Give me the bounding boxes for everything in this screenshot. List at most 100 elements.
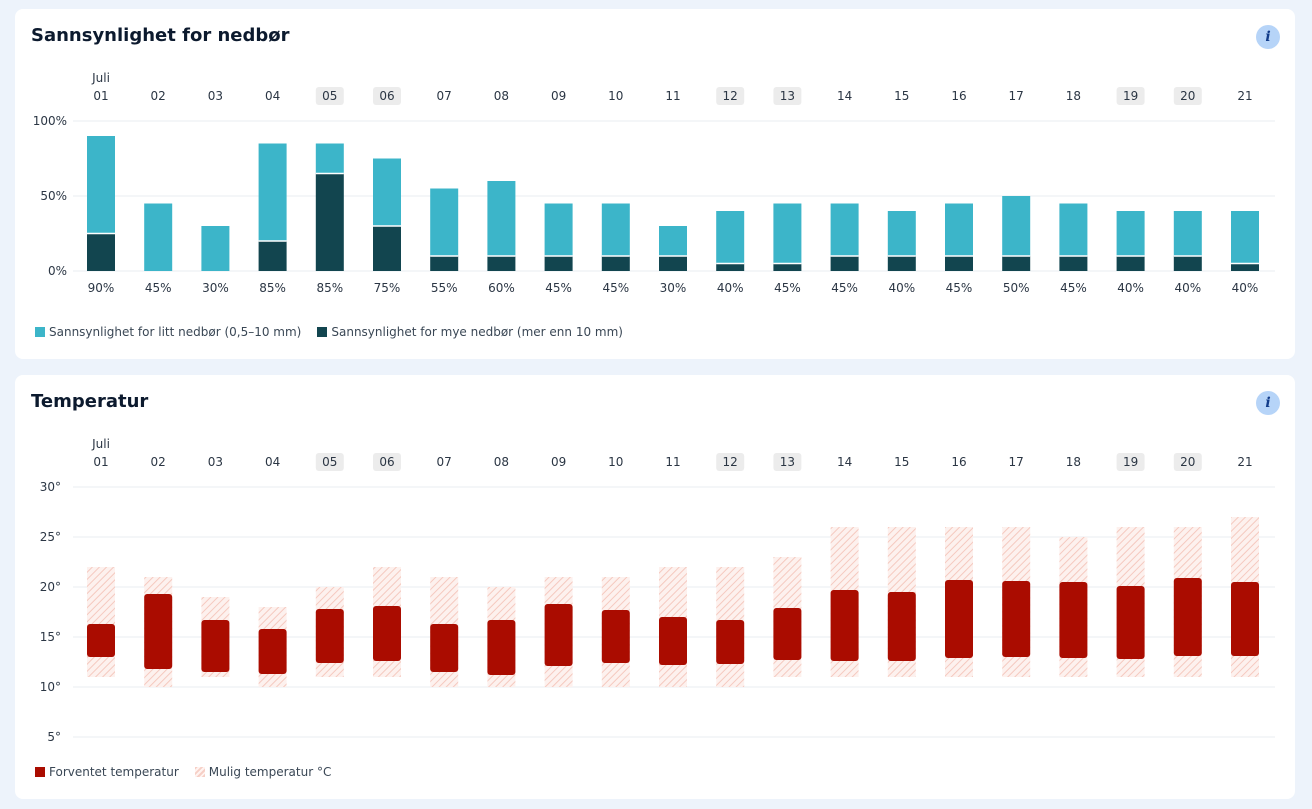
light-rain-bar — [887, 211, 916, 256]
expected-temp-bar — [87, 624, 115, 657]
precipitation-title: Sannsynlighet for nedbør — [31, 25, 290, 46]
day-label: 03 — [208, 89, 223, 103]
day-label: 15 — [894, 89, 909, 103]
heavy-rain-bar — [773, 263, 802, 271]
precip-total-label: 75% — [374, 281, 401, 295]
legend-light-rain: Sannsynlighet for litt nedbør (0,5–10 mm… — [35, 325, 301, 339]
light-rain-bar — [487, 181, 516, 256]
day-label: 20 — [1180, 455, 1195, 469]
expected-temp-bar — [1002, 581, 1031, 657]
precipitation-info-icon[interactable]: i — [1256, 25, 1280, 49]
y-tick-label: 15° — [40, 630, 61, 644]
day-label: 13 — [780, 455, 795, 469]
heavy-rain-bar — [1002, 256, 1031, 271]
expected-temp-bar — [144, 594, 173, 669]
weekend-badge — [773, 453, 802, 471]
y-tick-label: 30° — [40, 480, 61, 494]
light-rain-bar — [1173, 211, 1202, 256]
precip-total-label: 45% — [602, 281, 629, 295]
light-rain-bar — [659, 226, 687, 256]
temperature-info-icon[interactable]: i — [1256, 391, 1280, 415]
expected-temp-bar — [830, 590, 859, 661]
heavy-rain-bar — [373, 226, 401, 271]
precip-total-label: 85% — [259, 281, 286, 295]
weekend-badge — [773, 87, 802, 105]
heavy-rain-bar — [945, 256, 973, 271]
precip-total-label: 60% — [488, 281, 515, 295]
precip-total-label: 85% — [316, 281, 343, 295]
legend-possible-temp: Mulig temperatur °C — [194, 765, 331, 779]
precipitation-legend: Sannsynlighet for litt nedbør (0,5–10 mm… — [35, 325, 639, 339]
light-rain-bar — [544, 203, 573, 256]
expected-temp-bar — [1173, 578, 1202, 656]
temperature-legend: Forventet temperatur Mulig temperatur °C — [35, 765, 347, 779]
heavy-rain-bar — [659, 256, 687, 271]
precip-total-label: 40% — [1174, 281, 1201, 295]
day-label: 15 — [894, 455, 909, 469]
day-label: 07 — [437, 89, 452, 103]
weekend-badge — [1173, 453, 1202, 471]
heavy-rain-swatch — [317, 327, 328, 337]
expected-temp-bar — [315, 609, 344, 663]
light-rain-swatch — [35, 327, 45, 337]
weekend-badge — [716, 453, 745, 471]
light-rain-bar — [716, 211, 745, 264]
light-rain-bar — [201, 226, 230, 271]
expected-temp-bar — [258, 629, 287, 674]
day-label: 03 — [208, 455, 223, 469]
expected-temp-bar — [201, 620, 230, 672]
day-label: 16 — [951, 89, 966, 103]
light-rain-bar — [87, 136, 115, 234]
heavy-rain-bar — [430, 256, 459, 271]
expected-temp-bar — [487, 620, 516, 675]
expected-temp-bar — [544, 604, 573, 666]
day-label: 16 — [951, 455, 966, 469]
expected-temp-bar — [887, 592, 916, 661]
day-label: 21 — [1237, 455, 1252, 469]
expected-temp-bar — [601, 610, 630, 663]
day-label: 17 — [1009, 89, 1024, 103]
heavy-rain-bar — [258, 241, 287, 271]
expected-temp-bar — [1116, 586, 1145, 659]
expected-temp-bar — [1231, 582, 1259, 656]
weekend-badge — [373, 453, 401, 471]
light-rain-bar — [258, 143, 287, 241]
day-label: 14 — [837, 455, 852, 469]
day-label: 07 — [437, 455, 452, 469]
day-label: 05 — [322, 455, 337, 469]
day-label: 08 — [494, 455, 509, 469]
temperature-card: Temperatur i Juli 01 02 03 04 05 06 07 08 09 10 11 1… — [15, 375, 1295, 799]
day-label: 19 — [1123, 89, 1138, 103]
light-rain-bar — [315, 143, 344, 174]
day-label: 04 — [265, 89, 280, 103]
day-label: 11 — [665, 89, 680, 103]
precip-total-label: 40% — [717, 281, 744, 295]
day-label: 17 — [1009, 455, 1024, 469]
light-rain-bar — [1002, 196, 1031, 256]
temperature-title: Temperatur — [31, 391, 149, 412]
heavy-rain-bar — [1059, 256, 1088, 271]
light-rain-bar — [1059, 203, 1088, 256]
legend-heavy-rain: Sannsynlighet for mye nedbør (mer enn 10… — [317, 325, 623, 339]
heavy-rain-bar — [601, 256, 630, 271]
expected-temp-bar — [716, 620, 745, 664]
day-label: 06 — [379, 89, 394, 103]
heavy-rain-bar — [716, 263, 745, 271]
expected-temp-bar — [945, 580, 973, 658]
heavy-rain-bar — [1231, 263, 1259, 271]
precip-total-label: 90% — [88, 281, 115, 295]
day-label: 01 — [93, 455, 108, 469]
day-label: 06 — [379, 455, 394, 469]
month-label: Juli — [91, 437, 110, 451]
y-tick-label: 100% — [33, 114, 67, 128]
heavy-rain-bar — [87, 233, 115, 271]
light-rain-bar — [144, 203, 173, 271]
weekend-badge — [1116, 453, 1145, 471]
y-tick-label: 5° — [47, 730, 61, 744]
heavy-rain-bar — [315, 173, 344, 271]
y-tick-label: 0% — [48, 264, 67, 278]
day-label: 13 — [780, 89, 795, 103]
expected-temp-bar — [773, 608, 802, 660]
legend-expected-temp: Forventet temperatur — [35, 765, 179, 779]
heavy-rain-bar — [544, 256, 573, 271]
